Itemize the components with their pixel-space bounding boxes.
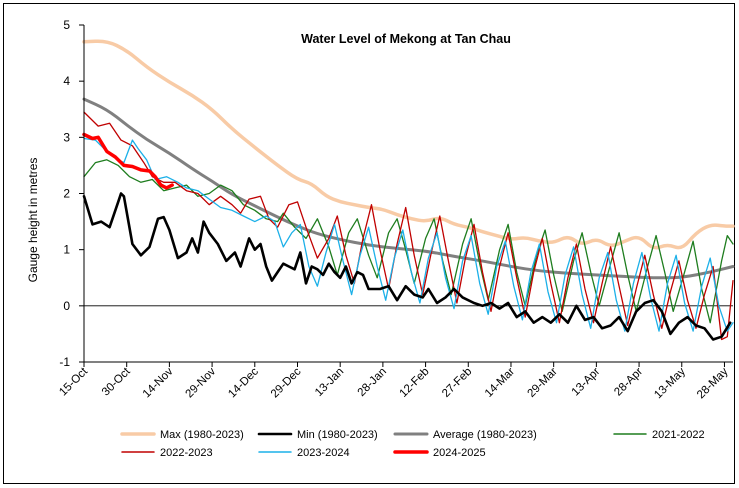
series-line-min-1980-2023 bbox=[82, 192, 732, 341]
series-line-2023-2024 bbox=[83, 137, 734, 332]
series-line-max-1980-2023 bbox=[82, 39, 735, 250]
x-tick-label: 13-Apr bbox=[570, 366, 603, 399]
y-tick-label: 4 bbox=[63, 74, 70, 88]
legend-label-average-1980-2023: Average (1980-2023) bbox=[433, 429, 537, 441]
x-tick-label: 12-Feb bbox=[397, 366, 431, 400]
legend-label-2023-2024: 2023-2024 bbox=[297, 447, 350, 459]
series-line-2024-2025 bbox=[82, 132, 174, 190]
x-tick-label: 27-Feb bbox=[440, 366, 474, 400]
y-tick-label: 5 bbox=[63, 18, 70, 32]
x-tick-label: 28-Jan bbox=[356, 366, 389, 399]
y-tick-label: 3 bbox=[63, 130, 70, 144]
chart-title: Water Level of Mekong at Tan Chau bbox=[301, 32, 511, 46]
x-tick-label: 28-May bbox=[695, 365, 731, 401]
series-line-average-1980-2023 bbox=[82, 97, 735, 280]
series-line-2022-2023 bbox=[83, 111, 734, 341]
y-tick-label: -1 bbox=[59, 355, 70, 369]
y-ticks: -1 0 1 2 3 4 5 bbox=[59, 18, 84, 369]
legend-label-2021-2022: 2021-2022 bbox=[652, 429, 705, 441]
legend-label-max-1980-2023: Max (1980-2023) bbox=[160, 429, 244, 441]
legend-label-2024-2025: 2024-2025 bbox=[433, 447, 486, 459]
x-tick-label: 29-Mar bbox=[526, 366, 560, 400]
x-tick-label: 13-Jan bbox=[313, 366, 346, 399]
x-tick-label: 14-Nov bbox=[141, 365, 176, 400]
x-tick-label: 14-Dec bbox=[226, 365, 261, 400]
legend-label-2022-2023: 2022-2023 bbox=[160, 447, 213, 459]
y-tick-label: 0 bbox=[63, 299, 70, 313]
y-axis-label: Gauge height in metres bbox=[26, 158, 40, 283]
legend: Max (1980-2023) Min (1980-2023) Average (1… bbox=[120, 429, 705, 459]
y-tick-label: 1 bbox=[63, 243, 70, 257]
x-ticks: 15-Oct 30-Oct 14-Nov 29-Nov 14-Dec 29-Dec 13-J… bbox=[57, 362, 731, 401]
x-tick-label: 13-May bbox=[652, 365, 688, 401]
series-layer bbox=[82, 39, 735, 341]
x-tick-label: 15-Oct bbox=[57, 365, 90, 398]
y-tick-label: 2 bbox=[63, 187, 70, 201]
x-tick-label: 30-Oct bbox=[100, 365, 133, 398]
x-tick-label: 28-Apr bbox=[612, 366, 645, 399]
x-tick-label: 14-Mar bbox=[483, 366, 517, 400]
x-tick-label: 29-Dec bbox=[269, 365, 304, 400]
x-tick-label: 29-Nov bbox=[184, 365, 219, 400]
legend-label-min-1980-2023: Min (1980-2023) bbox=[297, 429, 378, 441]
